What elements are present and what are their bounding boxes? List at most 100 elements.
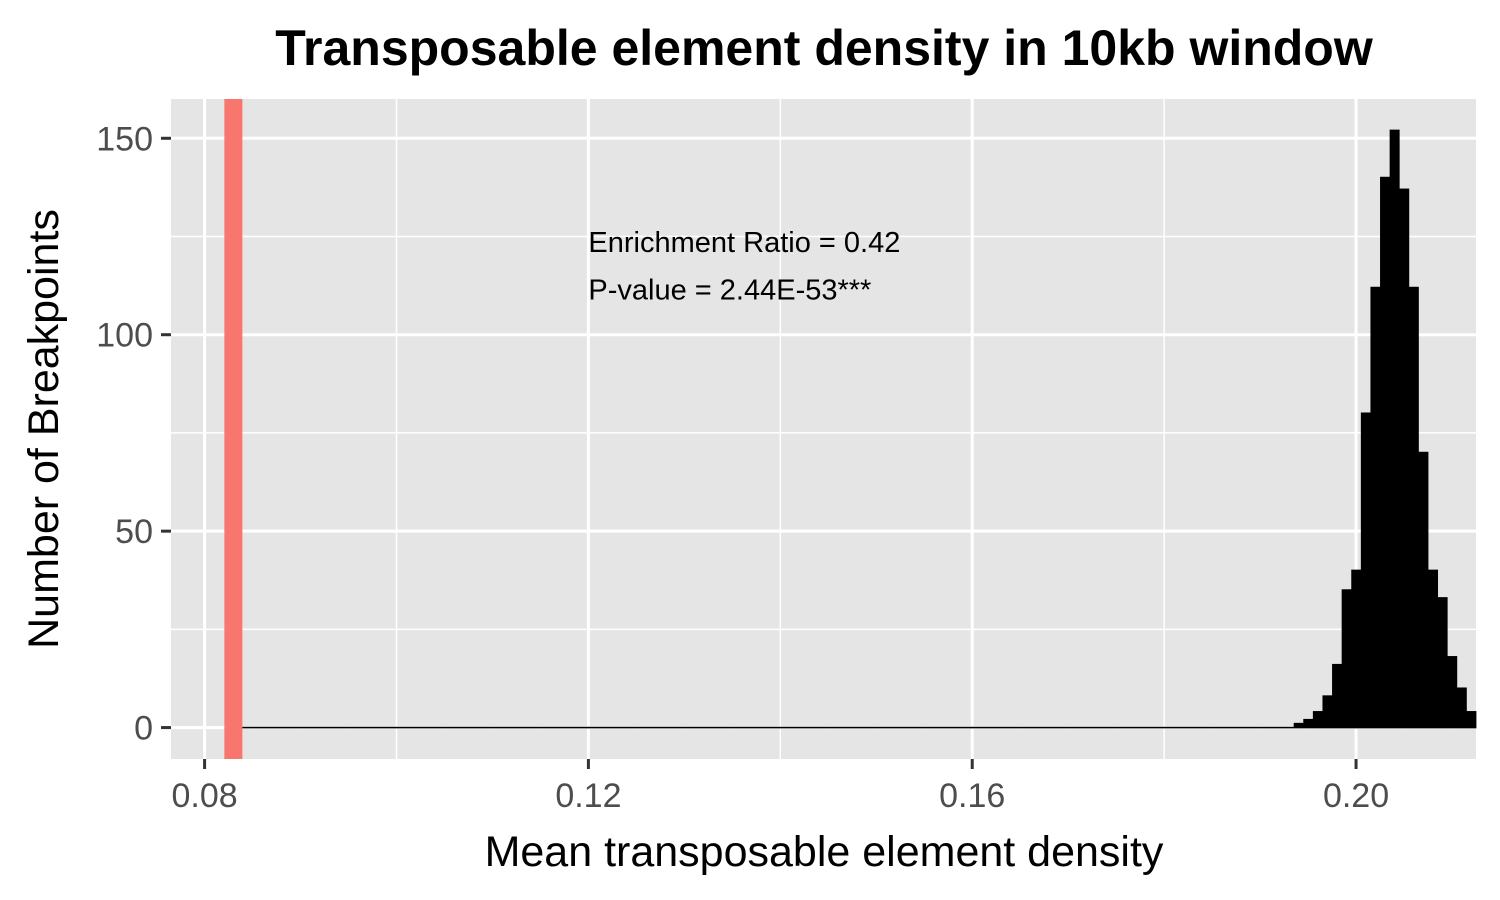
histogram-bar (1293, 722, 1304, 729)
histogram-bar (1063, 726, 1074, 729)
annotations: Enrichment Ratio = 0.42 P-value = 2.44E-… (588, 227, 900, 306)
histogram-bar (641, 726, 652, 729)
histogram-bar (583, 726, 594, 729)
histogram-bar (1168, 726, 1179, 729)
histogram-bars (238, 129, 1477, 729)
histogram-bar (564, 726, 575, 729)
histogram-bar (1120, 726, 1131, 729)
histogram-bar (737, 726, 748, 729)
histogram-bar (266, 726, 277, 729)
histogram-bar (948, 726, 959, 729)
histogram-bar (1111, 726, 1122, 729)
histogram-bar (765, 726, 776, 729)
histogram-bar (1015, 726, 1026, 729)
histogram-bar (372, 726, 383, 729)
histogram-bar (1197, 726, 1208, 729)
histogram-bar (1312, 711, 1323, 729)
y-tick-label: 50 (115, 513, 153, 551)
histogram-bar (833, 726, 844, 729)
histogram-bar (1005, 726, 1016, 729)
histogram-bar (334, 726, 345, 729)
histogram-bar (420, 726, 431, 729)
histogram-bar (852, 726, 863, 729)
histogram-bar (1082, 726, 1093, 729)
histogram-bar (343, 726, 354, 729)
histogram-bar (746, 726, 757, 729)
histogram-bar (430, 726, 441, 729)
histogram-bar (967, 726, 978, 729)
histogram-bar (1399, 188, 1410, 729)
histogram-bar (1408, 286, 1419, 729)
histogram-bar (861, 726, 872, 729)
histogram-bar (717, 726, 728, 729)
histogram-bar (1034, 726, 1045, 729)
histogram-bar (1072, 726, 1083, 729)
p-value-annotation: P-value = 2.44E-53*** (588, 274, 871, 306)
histogram-bar (1332, 663, 1343, 729)
histogram-bar (679, 726, 690, 729)
histogram-bar (794, 726, 805, 729)
x-tick-label: 0.12 (555, 777, 621, 815)
histogram-bar (813, 726, 824, 729)
histogram-bar (804, 726, 815, 729)
histogram-bar (1370, 286, 1381, 729)
histogram-bar (612, 726, 623, 729)
histogram-bar (708, 726, 719, 729)
histogram-bar (1437, 597, 1448, 729)
x-tick-label: 0.20 (1323, 777, 1389, 815)
histogram-bar (977, 726, 988, 729)
histogram-bar (1284, 726, 1295, 729)
histogram-bar (986, 726, 997, 729)
histogram-bar (660, 726, 671, 729)
histogram-bar (468, 726, 479, 729)
x-tick-label: 0.08 (171, 777, 237, 815)
histogram-bar (247, 726, 258, 729)
histogram-bar (545, 726, 556, 729)
histogram-bar (401, 726, 412, 729)
histogram-bar (1428, 569, 1439, 729)
histogram-bar (506, 726, 517, 729)
histogram-bar (1245, 726, 1256, 729)
minor-gridlines (171, 99, 1476, 759)
histogram-bar (957, 726, 968, 729)
histogram-bar (535, 726, 546, 729)
histogram-bar (1418, 451, 1429, 729)
histogram-bar (929, 726, 940, 729)
histogram-bar (1274, 726, 1285, 729)
histogram-bar (1178, 726, 1189, 729)
histogram-bar (238, 726, 249, 729)
histogram-bar (881, 726, 892, 729)
histogram-bar (362, 726, 373, 729)
histogram-bar (919, 726, 930, 729)
histogram-bar (1025, 726, 1036, 729)
histogram-bar (324, 726, 335, 729)
histogram-bar (1466, 711, 1477, 729)
histogram-bar (1447, 656, 1458, 729)
histogram-bar (909, 726, 920, 729)
histogram-bar (1130, 726, 1141, 729)
histogram-bar (439, 726, 450, 729)
histogram-bar (1207, 726, 1218, 729)
histogram-bar (1360, 412, 1371, 729)
histogram-bar (775, 726, 786, 729)
histogram-bar (602, 726, 613, 729)
histogram-bar (295, 726, 306, 729)
histogram-bar (1092, 726, 1103, 729)
histogram-bar (996, 726, 1007, 729)
histogram-bar (458, 726, 469, 729)
histogram-bar (391, 726, 402, 729)
histogram-bar (1149, 726, 1160, 729)
y-tick-label: 0 (134, 710, 153, 748)
y-tick-label: 100 (96, 317, 153, 355)
histogram-bar (1188, 726, 1199, 729)
histogram-bar (305, 726, 316, 729)
histogram-bar (1159, 726, 1170, 729)
histogram-bar (1303, 718, 1314, 729)
histogram-bar (900, 726, 911, 729)
histogram-bar (257, 726, 268, 729)
histogram-bar (1255, 726, 1266, 729)
histogram-bar (276, 726, 287, 729)
histogram-bar (756, 726, 767, 729)
histogram-bar (1389, 129, 1400, 729)
